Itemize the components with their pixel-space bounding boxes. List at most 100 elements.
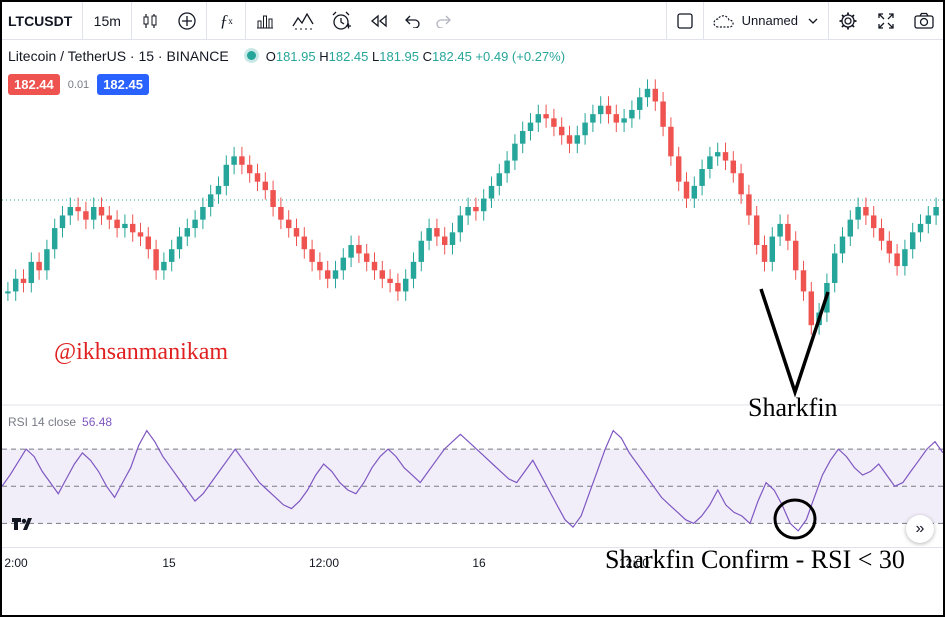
candle-body — [246, 164, 253, 174]
candle-body — [254, 173, 261, 182]
candle-body — [379, 270, 386, 279]
candle-body — [434, 228, 440, 237]
toolbar-divider — [665, 2, 667, 39]
low-label: L — [372, 49, 380, 64]
candle-body — [855, 207, 861, 220]
candle-body — [239, 156, 245, 165]
candle-body — [161, 261, 167, 271]
redo-icon[interactable] — [428, 2, 458, 39]
camera-icon[interactable] — [905, 2, 943, 39]
candle-body — [535, 114, 542, 123]
symbol-search-button[interactable]: LTCUSDT — [8, 12, 73, 29]
candle-body — [231, 156, 237, 165]
open-label: O — [265, 49, 276, 64]
candle-body — [527, 122, 534, 132]
candle-body — [51, 228, 58, 250]
spread-value: 0.01 — [67, 78, 90, 91]
candle-body — [371, 261, 378, 271]
candle-body — [59, 215, 66, 229]
candle-body — [293, 228, 300, 237]
sell-price-button[interactable]: 182.44 — [8, 74, 60, 95]
candle-body — [566, 135, 573, 144]
market-open-icon — [246, 51, 256, 60]
candle-body — [909, 232, 916, 250]
candle-body — [129, 223, 136, 233]
candle-body — [348, 244, 354, 258]
toolbar-divider — [245, 2, 247, 39]
candle-body — [262, 181, 269, 191]
watermark-text: @ikhsanmanikam — [54, 339, 229, 365]
scroll-to-realtime-button[interactable]: » — [906, 515, 934, 543]
toolbar-divider — [131, 2, 133, 39]
sharkfin-annotation: Sharkfin — [748, 393, 838, 422]
candle-body — [902, 249, 908, 267]
candle-body — [714, 152, 721, 157]
candle-body — [675, 156, 682, 182]
candle-body — [90, 207, 97, 220]
cloud-icon — [713, 14, 734, 28]
rsi-label: RSI 14 close — [8, 415, 77, 429]
rsi-line — [2, 429, 943, 532]
candle-body — [418, 240, 425, 262]
candle-body — [886, 240, 893, 254]
chevron-down-icon — [808, 18, 818, 24]
gear-icon[interactable] — [829, 2, 867, 39]
candle-body — [480, 198, 487, 212]
time-tick: 15 — [162, 556, 176, 570]
candle-body — [933, 207, 939, 216]
candle-body — [301, 236, 308, 250]
layout-menu[interactable]: Unnamed — [704, 2, 828, 39]
candle-body — [831, 253, 838, 283]
buy-price-button[interactable]: 182.45 — [97, 74, 149, 95]
price-chart[interactable] — [2, 2, 943, 547]
pair-title: Litecoin / TetherUS · 15 · BINANCE — [8, 48, 229, 64]
undo-icon[interactable] — [398, 2, 428, 39]
interval-button[interactable]: 15m — [93, 12, 121, 29]
candle-body — [792, 240, 799, 271]
candle-body — [12, 278, 19, 292]
fullscreen-square-icon[interactable] — [667, 2, 703, 39]
candle-body — [488, 185, 495, 199]
candle-body — [543, 114, 549, 119]
candle-body — [324, 270, 331, 279]
toolbar-divider — [82, 2, 84, 39]
indicators-icon[interactable] — [284, 2, 322, 39]
time-tick: 12:00 — [308, 556, 340, 570]
candle-body — [551, 118, 557, 127]
candle-body — [847, 219, 854, 237]
alarm-icon[interactable] — [322, 2, 360, 39]
replay-icon[interactable] — [360, 2, 398, 39]
expand-icon[interactable] — [867, 2, 905, 39]
candle-body — [410, 261, 417, 279]
candle-body — [270, 190, 276, 207]
sharkfin-v-annotation — [759, 288, 830, 398]
candle-body — [683, 181, 690, 199]
candle-body — [644, 88, 651, 98]
change-value: +0.49 (+0.27%) — [475, 49, 566, 64]
candle-body — [785, 223, 791, 241]
candle-body — [590, 114, 596, 123]
rsi-value: 56.48 — [82, 415, 113, 429]
candle-body — [36, 261, 42, 271]
candles-icon[interactable] — [132, 2, 168, 39]
candle-body — [863, 207, 869, 216]
candle-body — [738, 173, 744, 195]
candle-body — [184, 228, 191, 237]
toolbar-divider — [828, 2, 829, 39]
bar-chart-icon[interactable] — [246, 2, 284, 39]
candle-body — [106, 215, 113, 220]
rsi-circle-annotation — [773, 498, 817, 540]
candle-body — [387, 278, 393, 283]
candle-body — [504, 160, 510, 174]
candle-body — [200, 207, 206, 220]
candle-body — [83, 211, 89, 220]
add-circle-icon[interactable] — [168, 2, 206, 39]
candle-body — [153, 249, 159, 271]
tradingview-logo-icon[interactable] — [10, 514, 36, 534]
time-axis[interactable]: 2:00 15 12:00 16 12:00 — [2, 547, 943, 578]
candle-body — [808, 291, 815, 326]
candle-body — [67, 207, 74, 216]
candle-body — [223, 164, 230, 186]
